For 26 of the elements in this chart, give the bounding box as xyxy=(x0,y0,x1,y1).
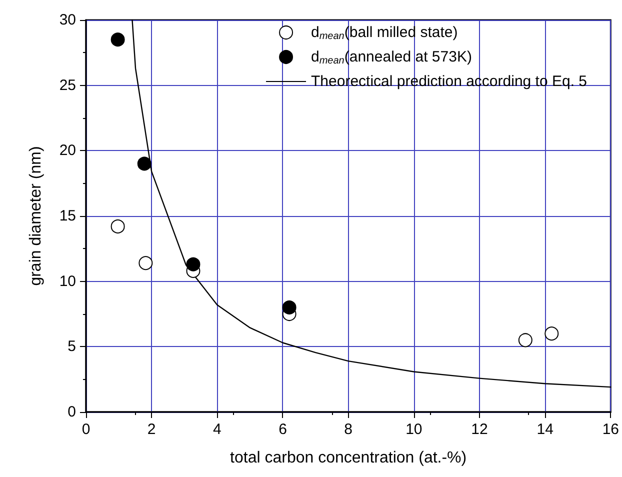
x-tick-label: 12 xyxy=(471,421,488,438)
point xyxy=(110,219,125,234)
x-tick-label: 16 xyxy=(602,421,619,438)
point xyxy=(110,32,125,47)
y-tick-label: 20 xyxy=(59,142,76,160)
x-tick-label: 10 xyxy=(406,421,422,438)
x-tick-label: 6 xyxy=(278,421,287,438)
x-axis-title: total carbon concentration (at.-%) xyxy=(230,450,467,466)
y-axis-title: grain diameter (nm) xyxy=(28,146,44,286)
x-tick-label: 0 xyxy=(82,421,90,438)
y-tick-label: 30 xyxy=(59,12,76,28)
x-tick-label: 2 xyxy=(147,421,156,438)
x-tick-label: 8 xyxy=(344,421,352,438)
point xyxy=(282,300,296,314)
x-tick-label: 14 xyxy=(536,421,554,438)
point xyxy=(186,257,200,272)
x-tick-label: 4 xyxy=(212,421,222,438)
point xyxy=(137,156,152,171)
point xyxy=(518,333,532,348)
y-tick-label: 0 xyxy=(68,404,76,420)
y-tick-label: 25 xyxy=(59,76,76,94)
y-tick-label: 10 xyxy=(59,272,76,290)
y-tick-label: 15 xyxy=(59,208,76,224)
point xyxy=(544,326,559,341)
point xyxy=(138,256,153,270)
y-tick-label: 5 xyxy=(68,338,76,356)
